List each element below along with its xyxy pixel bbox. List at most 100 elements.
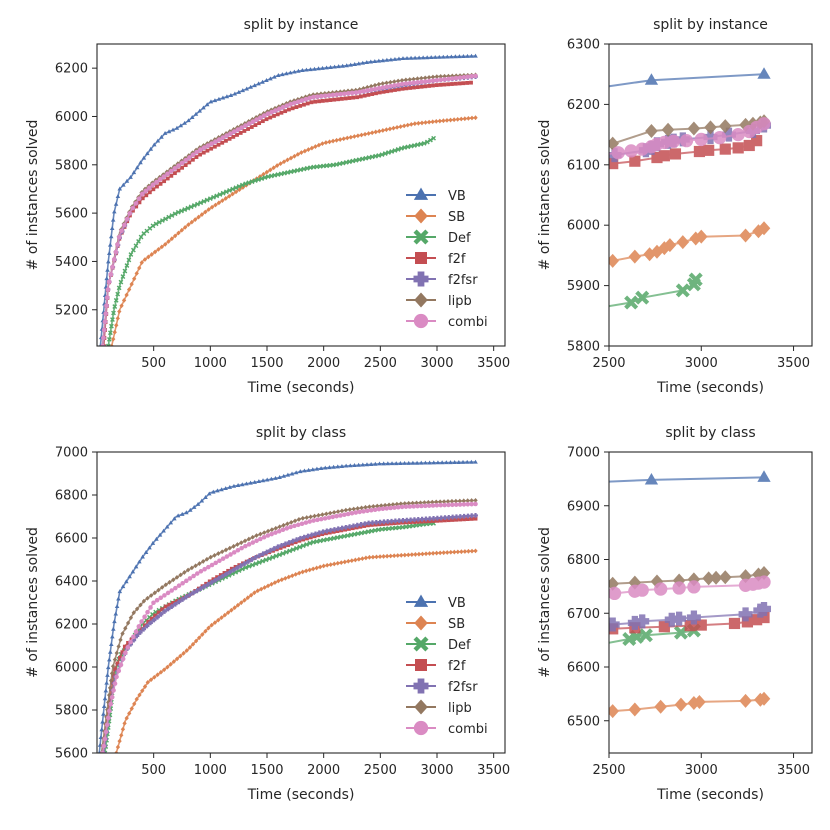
x-axis-label: Time (seconds)	[247, 787, 355, 803]
data-point-marker	[220, 573, 226, 579]
data-point-marker	[172, 171, 177, 176]
y-tick-label: 6400	[55, 575, 88, 590]
data-point-marker	[409, 552, 415, 558]
data-point-marker	[320, 529, 326, 535]
data-point-marker	[384, 506, 389, 511]
data-point-marker	[356, 556, 362, 562]
data-point-marker	[344, 63, 349, 68]
data-point-marker	[728, 617, 741, 630]
data-point-marker	[216, 617, 221, 623]
data-point-marker	[155, 614, 160, 620]
data-point-marker	[398, 124, 403, 130]
data-point-marker	[163, 241, 168, 247]
data-point-marker	[751, 135, 763, 147]
data-point-marker	[143, 188, 149, 194]
series-f2f	[609, 135, 763, 170]
data-point-marker	[445, 499, 451, 504]
data-point-marker	[234, 565, 240, 571]
data-point-marker	[316, 530, 322, 536]
data-point-marker	[419, 84, 424, 89]
legend-entry: VB	[448, 596, 466, 611]
data-point-marker	[384, 553, 390, 559]
data-point-marker	[120, 274, 126, 279]
data-point-marker	[465, 81, 470, 85]
series-f2fsr	[609, 601, 772, 632]
data-point-marker	[148, 620, 153, 626]
data-point-marker	[292, 518, 298, 524]
data-point-marker	[132, 276, 137, 282]
data-point-marker	[382, 151, 388, 156]
data-point-marker	[276, 528, 282, 534]
data-point-marker	[286, 540, 292, 545]
data-point-marker	[155, 672, 160, 678]
data-point-marker	[348, 463, 353, 468]
data-point-marker	[156, 247, 161, 252]
data-point-marker	[299, 95, 304, 101]
data-point-marker	[461, 502, 467, 507]
data-point-marker	[145, 679, 150, 685]
data-point-marker	[392, 148, 398, 153]
data-point-marker	[307, 567, 312, 573]
data-point-marker	[108, 649, 113, 654]
data-point-marker	[361, 509, 366, 514]
data-point-marker	[334, 137, 339, 143]
data-point-marker	[399, 504, 405, 510]
data-point-marker	[313, 99, 318, 104]
data-point-marker	[105, 267, 110, 272]
data-point-marker	[165, 664, 170, 670]
data-point-marker	[162, 593, 167, 598]
data-point-marker	[327, 139, 332, 145]
x-tick-label: 2000	[307, 763, 340, 778]
data-point-marker	[281, 473, 287, 478]
data-point-marker	[193, 217, 198, 222]
data-point-marker	[222, 612, 227, 618]
data-point-marker	[179, 160, 185, 166]
data-point-marker	[281, 522, 286, 528]
data-point-marker	[159, 244, 164, 250]
data-point-marker	[256, 560, 262, 565]
data-point-marker	[438, 550, 443, 556]
data-point-marker	[454, 514, 459, 520]
legend-entry: f2f	[448, 659, 466, 674]
data-point-marker	[111, 626, 116, 631]
data-point-marker	[246, 127, 250, 131]
data-point-marker	[376, 58, 382, 63]
data-point-marker	[338, 137, 343, 142]
data-point-marker	[140, 196, 145, 201]
data-point-marker	[124, 263, 130, 268]
data-point-marker	[355, 531, 361, 537]
data-point-marker	[268, 547, 273, 553]
data-point-marker	[134, 606, 140, 612]
data-point-marker	[331, 464, 336, 469]
data-point-marker	[624, 295, 639, 310]
data-point-marker	[442, 515, 448, 521]
data-point-marker	[374, 91, 378, 96]
data-point-marker	[118, 662, 124, 668]
x-tick-label: 2500	[364, 763, 397, 778]
data-point-marker	[458, 517, 463, 522]
data-point-marker	[228, 131, 233, 136]
data-point-marker	[294, 537, 300, 543]
data-point-marker	[448, 460, 453, 465]
data-point-marker	[124, 178, 130, 183]
data-point-marker	[188, 507, 193, 512]
data-point-marker	[156, 219, 162, 225]
data-point-marker	[459, 549, 464, 555]
series-SB	[114, 548, 478, 753]
data-point-marker	[288, 155, 294, 161]
data-point-marker	[268, 76, 273, 81]
data-point-marker	[139, 191, 145, 197]
data-point-marker	[449, 54, 454, 59]
data-point-marker	[434, 515, 440, 521]
data-point-marker	[301, 166, 307, 172]
data-point-marker	[275, 544, 281, 550]
data-point-marker	[328, 527, 334, 533]
data-point-marker	[162, 667, 167, 673]
data-point-marker	[191, 590, 196, 596]
data-point-marker	[313, 144, 318, 149]
legend: VB SB Def f2f f2fsr lipb combi	[406, 594, 488, 737]
data-point-marker	[420, 551, 425, 557]
data-point-marker	[282, 541, 288, 547]
data-point-marker	[465, 53, 470, 58]
data-point-marker	[275, 112, 280, 117]
